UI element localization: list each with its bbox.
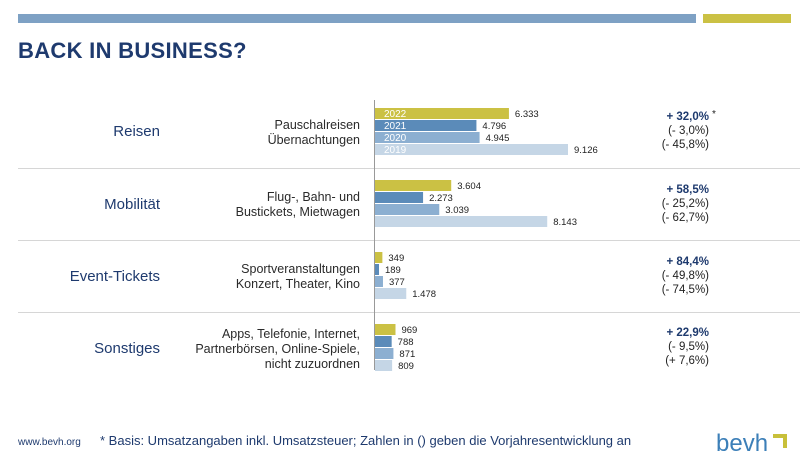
- change-main: + 22,9%: [666, 327, 709, 339]
- bar-2021: [375, 336, 392, 347]
- value-label: 788: [398, 337, 414, 348]
- change-prev: (- 3,0%): [668, 125, 709, 137]
- bar-2021: [375, 120, 477, 131]
- change-prev: (- 25,2%): [661, 198, 709, 210]
- category-label-mobilitaet: Mobilität: [104, 196, 160, 213]
- value-label: 871: [399, 349, 415, 360]
- logo-corner-icon: [773, 434, 787, 448]
- footnote-mark: *: [712, 109, 716, 120]
- change-prev: (- 74,5%): [661, 284, 709, 296]
- footer-note: * Basis: Umsatzangaben inkl. Umsatzsteue…: [100, 433, 632, 448]
- category-label-event-tickets: Event-Tickets: [69, 268, 160, 285]
- row-divider: [18, 168, 800, 169]
- bevh-logo: bevh: [716, 430, 769, 457]
- bar-2019: [375, 360, 393, 371]
- change-mobilitaet: + 58,5% (- 25,2%) (- 62,7%): [606, 183, 716, 225]
- value-label: 3.039: [445, 205, 469, 216]
- value-label: 1.478: [412, 289, 436, 300]
- bar-2019: [375, 216, 548, 227]
- value-label: 189: [385, 265, 401, 276]
- bar-2019: [375, 144, 568, 155]
- value-label: 2.273: [429, 193, 453, 204]
- bar-2020: [375, 276, 383, 287]
- description-event-tickets: Sportveranstaltungen Konzert, Theater, K…: [235, 262, 360, 291]
- row-divider: [18, 240, 800, 241]
- top-bar-yellow: [703, 14, 791, 23]
- bar-2020: [375, 348, 394, 359]
- change-event-tickets: + 84,4% (- 49,8%) (- 74,5%): [606, 255, 716, 297]
- change-sonstiges: + 22,9% (- 9,5%) (+ 7,6%): [606, 326, 716, 368]
- change-main: + 32,0%: [666, 111, 709, 123]
- chart-axis: [374, 100, 375, 370]
- change-prev: (+ 7,6%): [665, 355, 709, 367]
- value-label: 6.333: [515, 109, 539, 120]
- page-title: BACK IN BUSINESS?: [18, 38, 247, 63]
- description-sonstiges: Apps, Telefonie, Internet, Partnerbörsen…: [195, 327, 360, 371]
- change-prev: (- 45,8%): [661, 139, 709, 151]
- footer-url[interactable]: www.bevh.org: [18, 437, 81, 448]
- bar-2020: [375, 132, 480, 143]
- series-label: 2021: [384, 121, 407, 132]
- value-label: 969: [401, 325, 417, 336]
- top-bar-blue: [18, 14, 696, 23]
- category-label-sonstiges: Sonstiges: [94, 340, 160, 357]
- bar-2022: [375, 180, 452, 191]
- bar-2022: [375, 324, 396, 335]
- change-main: + 58,5%: [666, 184, 709, 196]
- value-label: 809: [398, 361, 414, 372]
- value-label: 377: [389, 277, 405, 288]
- bar-2022: [375, 108, 509, 119]
- bar-2020: [375, 204, 440, 215]
- category-label-reisen: Reisen: [113, 123, 160, 140]
- change-prev: (- 9,5%): [668, 341, 709, 353]
- change-main: + 84,4%: [666, 256, 709, 268]
- value-label: 4.945: [486, 133, 510, 144]
- value-label: 8.143: [553, 217, 577, 228]
- change-prev: (- 62,7%): [661, 212, 709, 224]
- value-label: 4.796: [482, 121, 506, 132]
- series-label: 2020: [384, 133, 407, 144]
- change-reisen: + 32,0% (- 3,0%) (- 45,8%): [606, 110, 716, 152]
- bar-2021: [375, 264, 379, 275]
- bar-2019: [375, 288, 407, 299]
- series-label: 2019: [384, 145, 407, 156]
- row-divider: [18, 312, 800, 313]
- change-prev: (- 49,8%): [661, 270, 709, 282]
- value-label: 3.604: [457, 181, 481, 192]
- value-label: 349: [388, 253, 404, 264]
- value-label: 9.126: [574, 145, 598, 156]
- series-label: 2022: [384, 109, 407, 120]
- bar-2021: [375, 192, 424, 203]
- description-mobilitaet: Flug-, Bahn- und Bustickets, Mietwagen: [235, 190, 360, 219]
- description-reisen: Pauschalreisen Übernachtungen: [267, 118, 360, 147]
- bar-2022: [375, 252, 383, 263]
